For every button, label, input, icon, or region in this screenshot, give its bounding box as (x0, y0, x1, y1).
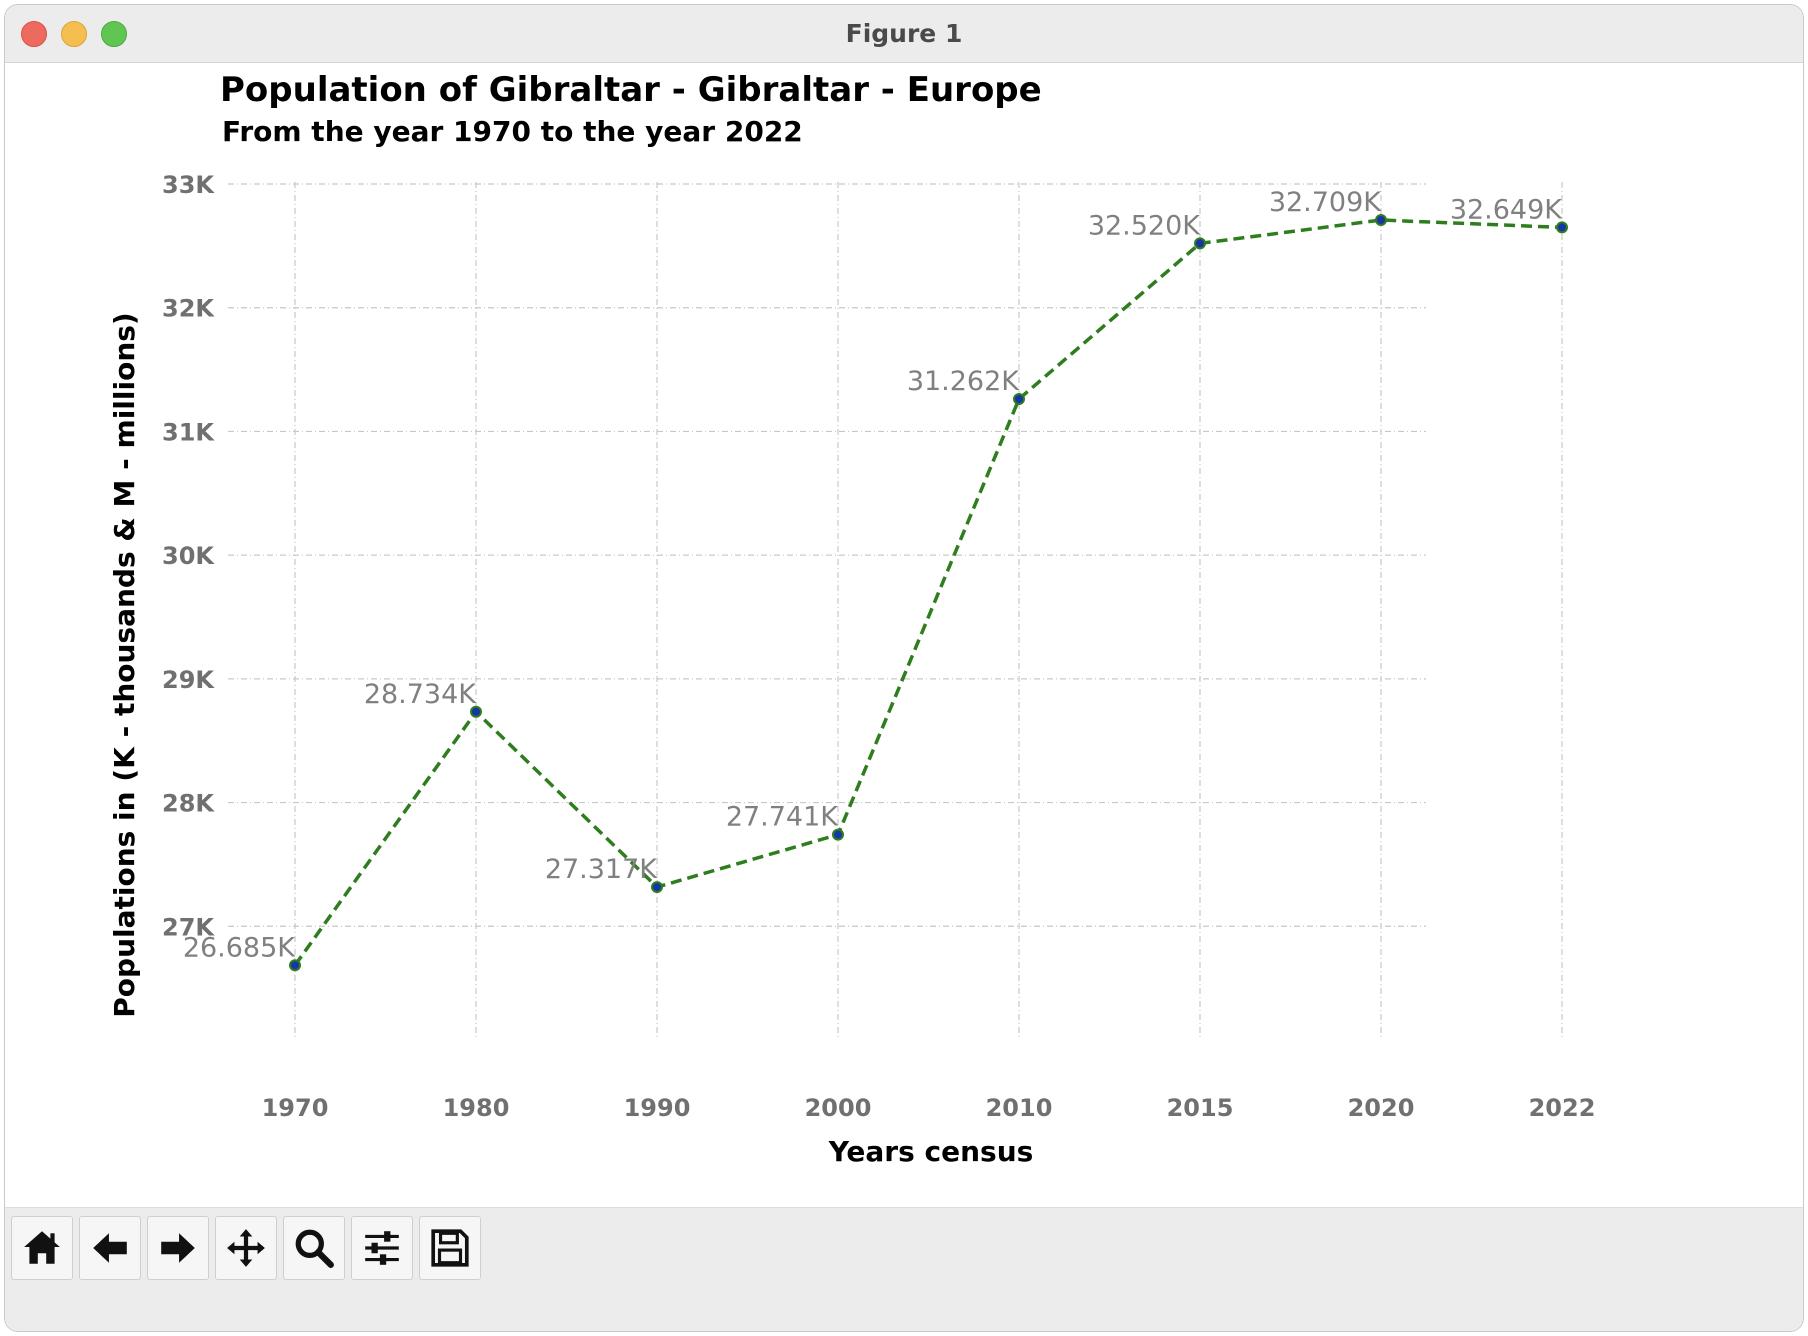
zoom-button[interactable] (283, 1216, 345, 1280)
data-point (1013, 393, 1025, 406)
y-tick-label: 27K (162, 913, 215, 941)
x-axis-label: Years census (828, 1135, 1034, 1168)
data-point (1194, 237, 1206, 250)
arrow-left-icon (93, 1233, 127, 1263)
y-tick-label: 28K (162, 790, 215, 818)
data-label: 31.262K (907, 366, 1020, 397)
floppy-disk-icon (431, 1229, 469, 1267)
minimize-window-button[interactable] (61, 21, 87, 47)
figure-canvas: Population of Gibraltar - Gibraltar - Eu… (5, 63, 1803, 1265)
close-window-button[interactable] (21, 21, 47, 47)
magnifier-icon (295, 1229, 334, 1268)
move-icon (227, 1229, 265, 1267)
chart-subtitle: From the year 1970 to the year 2022 (222, 115, 803, 148)
data-point (832, 828, 844, 841)
window-title: Figure 1 (845, 19, 963, 48)
x-tick-label: 2020 (1348, 1094, 1415, 1122)
y-tick-label: 30K (162, 542, 215, 570)
data-point (651, 881, 663, 894)
y-axis-label: Populations in (K - thousands & M - mill… (108, 312, 141, 1017)
data-point (1375, 214, 1387, 227)
maximize-window-button[interactable] (101, 21, 127, 47)
arrow-right-icon (161, 1233, 195, 1263)
home-button[interactable] (11, 1216, 73, 1280)
chart-title: Population of Gibraltar - Gibraltar - Eu… (220, 70, 1042, 110)
figure-window: Figure 1 Population of Gibraltar - Gibra… (4, 4, 1804, 1332)
pan-button[interactable] (215, 1216, 277, 1280)
data-point (1556, 221, 1568, 234)
x-tick-label: 2000 (805, 1094, 872, 1122)
x-tick-label: 1990 (624, 1094, 691, 1122)
x-tick-label: 1970 (262, 1094, 329, 1122)
sliders-icon (365, 1231, 399, 1265)
title-bar: Figure 1 (5, 5, 1803, 63)
x-tick-label: 1980 (443, 1094, 510, 1122)
x-tick-label: 2022 (1529, 1094, 1596, 1122)
data-label: 27.317K (545, 854, 658, 885)
y-tick-label: 31K (162, 418, 215, 446)
forward-button[interactable] (147, 1216, 209, 1280)
data-label: 32.649K (1450, 194, 1563, 225)
data-label: 27.741K (726, 802, 839, 833)
y-tick-label: 29K (162, 666, 215, 694)
data-label: 26.685K (183, 932, 296, 963)
configure-subplots-button[interactable] (351, 1216, 413, 1280)
data-label: 28.734K (364, 679, 477, 710)
data-point (289, 959, 301, 972)
line-chart: Population of Gibraltar - Gibraltar - Eu… (108, 70, 1596, 1168)
y-tick-label: 32K (162, 295, 215, 323)
home-icon (24, 1231, 60, 1264)
x-tick-label: 2010 (986, 1094, 1053, 1122)
navigation-toolbar (5, 1207, 1803, 1331)
y-tick-label: 33K (162, 171, 215, 199)
data-label: 32.520K (1088, 210, 1201, 241)
data-point (470, 705, 482, 718)
save-button[interactable] (419, 1216, 481, 1280)
back-button[interactable] (79, 1216, 141, 1280)
x-tick-label: 2015 (1167, 1094, 1234, 1122)
data-label: 32.709K (1269, 187, 1382, 218)
series-line (293, 218, 1563, 967)
